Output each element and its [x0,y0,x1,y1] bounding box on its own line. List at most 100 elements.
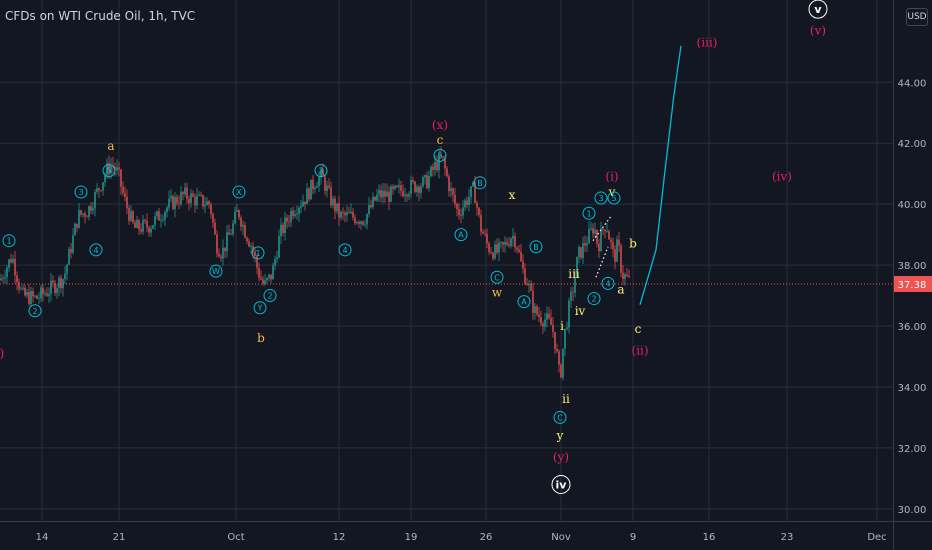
candle-body [382,190,384,198]
currency-button[interactable]: USD [906,8,928,26]
candle-body [578,247,580,257]
candle-body [424,175,426,178]
candle-body [192,193,194,197]
candle-body [412,180,414,182]
candle-body [514,235,516,248]
candle-body [534,306,536,313]
candle-body [72,235,74,253]
candle-body [52,280,54,283]
candle-body [404,194,406,197]
candle-body [416,186,418,192]
wave-label: (iii) [697,36,718,50]
candle-body [216,234,218,254]
candle-body [234,211,236,224]
candle-body [312,179,314,190]
y-tick-label: 44.00 [898,78,927,89]
candle-body [556,349,558,352]
candle-body [366,213,368,225]
wave-label: a [107,139,114,153]
candle-body [554,332,556,350]
y-tick-label: 32.00 [898,444,927,455]
candle-body [104,175,106,183]
candle-body [502,242,504,245]
candle-body [326,185,328,191]
candle-body [352,211,354,218]
candle-body [522,261,524,269]
candle-body [200,194,202,196]
candle-body [600,228,602,252]
candle-body [420,186,422,193]
candle-body [232,223,234,235]
candle-body [226,232,228,252]
candle-body [480,215,482,232]
candle-body [222,247,224,259]
candle-body [88,206,90,217]
candle-body [36,295,38,299]
wave-label: 1 [6,237,11,246]
candle-body [488,243,490,252]
candle-body [572,291,574,293]
candle-body [552,324,554,333]
candle-body [16,275,18,283]
candle-body [562,348,564,378]
candle-body [264,280,266,284]
candle-body [452,188,454,195]
candle-body [348,212,350,214]
candle-body [386,191,388,197]
candle-body [596,229,598,244]
candle-body [624,274,626,279]
candle-body [60,277,62,289]
candle-body [346,212,348,216]
candle-body [442,156,444,158]
candle-body [398,185,400,187]
wave-circle [529,240,543,254]
candle-body [172,196,174,210]
candle-body [180,192,182,204]
candle-body [156,211,158,217]
candle-body [590,228,592,230]
wave-label: b [629,237,637,251]
candle-body [360,221,362,224]
candle-body [520,251,522,262]
candle-body [284,217,286,234]
candle-body [94,192,96,209]
candle-body [202,194,204,207]
candle-body [612,242,614,250]
wave-label: 3 [78,188,83,197]
candle-body [406,194,408,197]
wave-circle [314,164,328,178]
candle-body [194,196,196,206]
candle-body [46,293,48,296]
candle-body [198,194,200,196]
time-axis[interactable]: 14 21 Oct 12 19 26 Nov 9 16 23 Dec [36,532,887,543]
candle-body [146,220,148,228]
candle-body [248,241,250,247]
candle-body [500,242,502,243]
candle-body [626,274,628,277]
wave-circle [253,301,267,315]
wave-label: (i) [605,170,618,184]
wave-label: w [492,285,503,299]
candle-body [242,224,244,227]
candle-body [588,229,590,244]
price-axis[interactable]: 30.00 32.00 34.00 36.00 38.00 40.00 42.00 44.00… [894,78,932,516]
candle-body [6,267,8,278]
wave-circle [473,176,487,190]
candle-body [84,213,86,217]
candle-body [368,204,370,214]
candle-body [304,201,306,205]
wave-circle [594,191,608,205]
wave-label: i [560,319,564,333]
candle-body [328,185,330,188]
wave-label: ) [0,346,4,360]
candle-body [354,217,356,224]
candle-body [220,256,222,259]
candle-body [86,216,88,218]
symbol-title[interactable]: CFDs on WTI Crude Oil, 1h, TVC [5,9,196,23]
candle-body [106,163,108,176]
candle-body [206,201,208,206]
candle-body [296,213,298,215]
candle-body [42,287,44,295]
wave-label: W [212,267,220,276]
